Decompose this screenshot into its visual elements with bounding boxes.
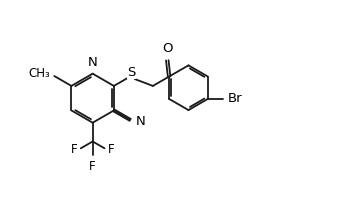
Text: F: F — [89, 160, 96, 173]
Text: F: F — [71, 143, 77, 155]
Text: O: O — [162, 42, 173, 55]
Text: F: F — [108, 143, 115, 155]
Text: Br: Br — [227, 92, 242, 105]
Text: S: S — [127, 66, 136, 79]
Text: CH₃: CH₃ — [28, 67, 50, 80]
Text: N: N — [88, 56, 97, 69]
Text: N: N — [135, 115, 145, 128]
